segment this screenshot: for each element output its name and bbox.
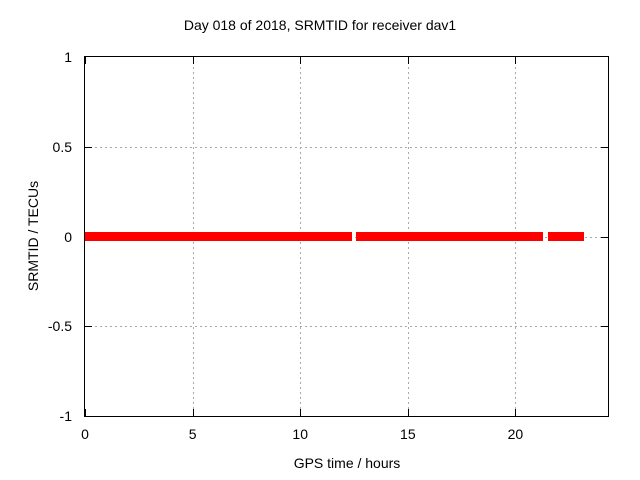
x-tick-label: 5	[188, 426, 197, 442]
y-tick-label: -0.5	[47, 318, 72, 335]
x-axis-label: GPS time / hours	[293, 455, 401, 471]
plot-area	[84, 56, 609, 417]
x-tick-bottom	[515, 409, 517, 416]
x-tick-top	[192, 57, 194, 64]
y-tick-right	[601, 236, 608, 238]
y-tick-right	[601, 146, 608, 148]
y-tick-label: 1	[64, 49, 72, 65]
x-tick-bottom	[85, 409, 86, 416]
x-tick-label: 20	[507, 426, 524, 442]
y-tick-label: 0	[64, 228, 72, 245]
x-tick-label: 15	[400, 426, 416, 442]
y-gridline	[85, 326, 608, 328]
x-tick-bottom	[192, 409, 194, 416]
x-tick-bottom	[300, 409, 302, 416]
x-tick-label: 0	[81, 426, 89, 442]
x-tick-top	[515, 57, 517, 64]
data-series-segment	[356, 232, 544, 241]
chart-title: Day 018 of 2018, SRMTID for receiver dav…	[183, 17, 457, 33]
data-series-segment	[85, 232, 352, 241]
y-tick-left	[85, 146, 92, 148]
x-tick-bottom	[407, 409, 409, 416]
y-tick-left	[85, 326, 92, 328]
x-tick-top	[407, 57, 409, 64]
y-tick-label: -1	[59, 408, 72, 424]
x-tick-top	[300, 57, 302, 64]
y-gridline	[85, 146, 608, 148]
y-tick-right	[601, 326, 608, 328]
x-tick-label: 10	[292, 426, 308, 442]
data-series-segment	[547, 232, 585, 241]
x-tick-top	[85, 57, 86, 64]
y-tick-label: 0.5	[52, 138, 72, 155]
